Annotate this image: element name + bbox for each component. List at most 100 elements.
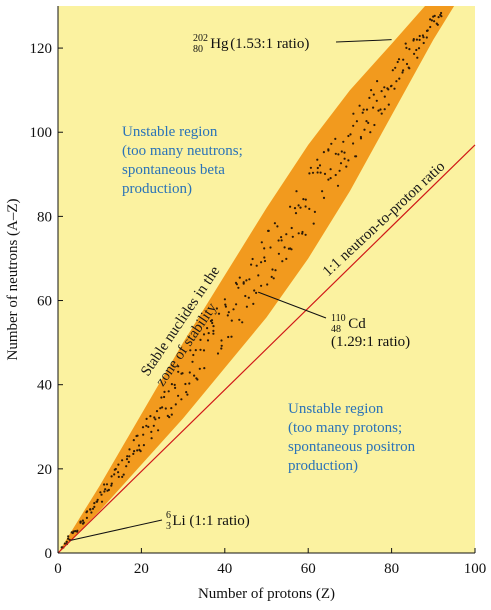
nuclide-point [105, 483, 109, 486]
nuclide-point [436, 23, 439, 26]
nuclide-label-li: 63 Li (1:1 ratio) [166, 510, 250, 532]
nuclide-point [103, 490, 106, 493]
nuclide-point [323, 172, 327, 175]
region-label-too-many-neutrons: (too many neutrons; [122, 143, 243, 159]
nuclide-point [110, 482, 113, 485]
nuclide-point [117, 463, 120, 466]
nuclide-point [226, 314, 229, 317]
nuclide-point [339, 162, 343, 165]
nuclide-point [311, 171, 315, 174]
nuclide-point [345, 165, 348, 168]
nuclide-point [206, 327, 209, 330]
nuclide-point [217, 312, 221, 315]
nuclide-point [86, 510, 89, 513]
nuclide-point [177, 370, 180, 373]
cd-mass-number: 110 [331, 313, 346, 324]
nuclide-point [413, 52, 416, 56]
nuclide-point [405, 62, 409, 66]
nuclide-point [139, 450, 142, 453]
nuclide-point [398, 77, 401, 80]
nuclide-point [202, 349, 206, 352]
nuclide-point [299, 206, 302, 209]
nuclide-point [285, 233, 288, 236]
nuclide-point [429, 25, 432, 29]
x-tick-label: 60 [301, 561, 316, 577]
nuclide-point [338, 169, 341, 172]
nuclide-point [363, 128, 366, 131]
nuclide-point [383, 95, 386, 98]
nuclide-point [267, 229, 270, 232]
nuclide-point [318, 164, 322, 167]
nuclide-point [263, 247, 266, 250]
nuclide-point [104, 488, 107, 491]
nuclide-point [238, 276, 241, 279]
nuclide-point [198, 367, 201, 370]
cd-leader-line [257, 291, 327, 319]
nuclide-point [193, 374, 196, 377]
nuclide-point [372, 106, 375, 109]
nuclide-point [207, 332, 210, 335]
nuclide-point [136, 449, 139, 452]
nuclide-point [334, 152, 337, 155]
nuclide-point [170, 413, 173, 416]
nuclide-point [170, 383, 173, 386]
li-symbol: Li [172, 513, 185, 529]
nuclide-point [375, 99, 378, 102]
nuclide-point [260, 284, 263, 287]
nuclide-point [212, 325, 215, 328]
nuclide-point [82, 521, 85, 524]
nuclide-point [161, 406, 164, 409]
nuclide-point [319, 171, 322, 174]
nuclide-point [96, 498, 99, 501]
nuclide-point [71, 531, 74, 535]
nuclide-point [242, 282, 245, 285]
region-label-too-many-protons: spontaneous positron [288, 439, 416, 455]
nuclide-point [241, 321, 244, 324]
nuclide-point [290, 226, 293, 230]
nuclide-point [352, 124, 355, 127]
nuclide-point [397, 58, 401, 61]
nuclide-point [263, 259, 267, 263]
hg-ratio: (1.53:1 ratio) [230, 36, 309, 52]
nuclide-point [260, 241, 263, 244]
nuclide-point [191, 360, 194, 363]
nuclide-point [251, 257, 254, 261]
nuclide-point [85, 516, 88, 520]
nuclide-point [67, 535, 70, 538]
nuclide-point [405, 46, 408, 50]
nuclide-point [329, 177, 332, 180]
nuclide-point [180, 372, 183, 375]
nuclide-point [330, 142, 333, 145]
nuclide-point [393, 87, 396, 90]
nuclide-point [128, 448, 131, 451]
nuclide-point [368, 96, 371, 99]
nuclide-point [93, 502, 96, 505]
region-label-too-many-neutrons: Unstable region [122, 124, 218, 140]
nuclide-point [180, 398, 183, 401]
nuclide-point [327, 178, 330, 181]
nuclide-point [145, 417, 148, 420]
y-tick-label: 100 [30, 125, 53, 141]
nuclide-point [274, 269, 277, 272]
nuclide-point [189, 349, 192, 352]
nuclide-point [103, 483, 106, 486]
nuclide-point [114, 467, 117, 471]
nuclide-point [290, 248, 293, 251]
nuclide-point [277, 252, 280, 255]
nuclide-point [313, 210, 316, 213]
nuclide-point [220, 339, 223, 342]
nuclide-point [126, 455, 129, 458]
series-line-0 [57, 144, 476, 554]
nuclide-point [294, 212, 298, 215]
nuclide-point [415, 38, 418, 41]
nuclide-point [257, 274, 260, 277]
nuclide-point [302, 198, 305, 201]
nuclide-point [206, 339, 210, 342]
nuclide-point [440, 11, 443, 15]
nuclide-point [93, 505, 96, 508]
x-tick-label: 20 [134, 561, 149, 577]
region-label-too-many-neutrons: spontaneous beta [122, 162, 225, 178]
nuclide-point [168, 416, 171, 419]
